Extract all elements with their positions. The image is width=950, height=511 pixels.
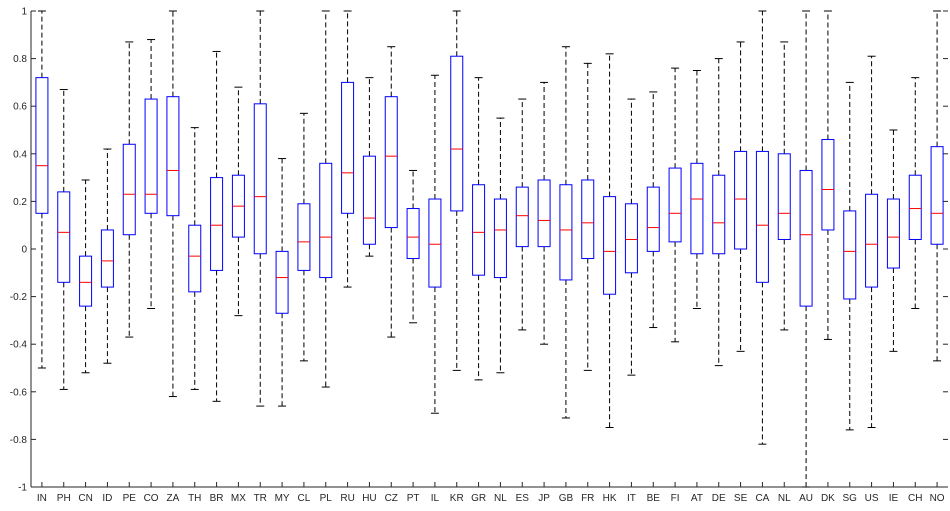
box-be <box>646 186 660 252</box>
x-tick-label: TH <box>188 493 201 504</box>
box-ca <box>755 150 769 283</box>
box-se <box>734 150 748 250</box>
x-tick-label: JP <box>538 493 550 504</box>
box-br <box>210 177 224 271</box>
x-tick-label: FR <box>581 493 594 504</box>
box-il <box>428 198 442 288</box>
y-tick-label: 0.2 <box>13 197 27 208</box>
x-tick-label: BR <box>210 493 224 504</box>
box-th <box>188 224 202 293</box>
box-hk <box>603 196 617 295</box>
x-tick-label: CZ <box>385 493 398 504</box>
box-co <box>144 98 158 214</box>
x-tick-label: AT <box>691 493 703 504</box>
plot-area: -1 -0.8 -0.6 -0.4 -0.2 0 0.2 0.4 0.6 0.8 1 IN PH CN ID… <box>10 7 948 504</box>
x-tick-label: IN <box>37 493 47 504</box>
y-tick-label: -0.2 <box>10 292 28 303</box>
x-tick-label: ZA <box>167 493 180 504</box>
box-pe <box>122 143 136 236</box>
box-ie <box>886 198 900 269</box>
x-tick-label: PE <box>123 493 137 504</box>
x-tick-label: PT <box>407 493 420 504</box>
y-tick-label: -0.6 <box>10 387 28 398</box>
x-tick-label: HU <box>362 493 376 504</box>
x-tick-label: KR <box>450 493 464 504</box>
box-es <box>515 186 529 248</box>
x-tick-label: HK <box>603 493 617 504</box>
y-tick-label: -0.4 <box>10 340 28 351</box>
box-cz <box>384 96 398 229</box>
box-gb <box>559 184 573 281</box>
box-cn <box>79 255 93 307</box>
box-za <box>166 96 180 217</box>
box-tr <box>253 103 267 255</box>
x-tick-label: CL <box>298 493 311 504</box>
y-tick-label: -0.8 <box>10 435 28 446</box>
box-nl <box>493 198 507 279</box>
box-nl <box>777 153 791 240</box>
x-tick-label: PL <box>320 493 333 504</box>
x-tick-label: CA <box>755 493 769 504</box>
x-tick-label: CH <box>908 493 922 504</box>
x-tick-label: SE <box>734 493 748 504</box>
box-kr <box>450 55 464 212</box>
x-tick-label: NL <box>494 493 507 504</box>
x-tick-label: CO <box>144 493 159 504</box>
y-tick-label: 0.6 <box>13 102 27 113</box>
y-tick-label: 1 <box>21 7 27 18</box>
box-ch <box>908 174 922 240</box>
y-tick-label: 0.8 <box>13 54 27 65</box>
x-tick-label: IT <box>627 493 636 504</box>
x-tick-label: CN <box>78 493 92 504</box>
box-no <box>930 146 944 245</box>
x-tick-label: PH <box>57 493 71 504</box>
box-dk <box>821 139 835 231</box>
box-sg <box>843 210 857 300</box>
box-id <box>100 229 114 288</box>
box-my <box>275 250 289 314</box>
y-tick-label: -1 <box>18 483 27 494</box>
x-tick-label: RU <box>340 493 354 504</box>
x-tick-label: NL <box>778 493 791 504</box>
y-tick-label: 0 <box>21 245 27 256</box>
x-tick-label: DK <box>821 493 835 504</box>
box-fi <box>668 167 682 243</box>
x-tick-label: TR <box>254 493 267 504</box>
x-tick-label: IL <box>431 493 440 504</box>
box-ph <box>57 191 71 283</box>
x-tick-label: GR <box>471 493 486 504</box>
x-tick-label: MY <box>275 493 290 504</box>
x-tick-label: ES <box>516 493 530 504</box>
box-de <box>712 174 726 255</box>
x-tick-label: NO <box>930 493 945 504</box>
box-at <box>690 162 704 255</box>
box-jp <box>537 179 551 248</box>
x-tick-label: GB <box>559 493 574 504</box>
box-ru <box>341 81 355 214</box>
box-gr <box>472 184 486 276</box>
x-tick-label: IE <box>889 493 899 504</box>
x-tick-label: DE <box>712 493 726 504</box>
x-tick-label: FI <box>671 493 680 504</box>
box-in <box>35 77 49 214</box>
box-cl <box>297 203 311 271</box>
x-tick-label: US <box>865 493 879 504</box>
x-tick-label: MX <box>231 493 246 504</box>
box-hu <box>362 155 376 245</box>
x-tick-label: SG <box>843 493 858 504</box>
box-au <box>799 169 813 307</box>
box-us <box>865 193 879 288</box>
box-it <box>624 203 638 274</box>
x-tick-label: BE <box>647 493 661 504</box>
x-tick-label: AU <box>799 493 813 504</box>
box-pt <box>406 208 420 260</box>
x-tick-label: ID <box>102 493 112 504</box>
y-tick-label: 0.4 <box>13 149 27 160</box>
box-pl <box>319 162 333 279</box>
box-fr <box>581 179 595 260</box>
